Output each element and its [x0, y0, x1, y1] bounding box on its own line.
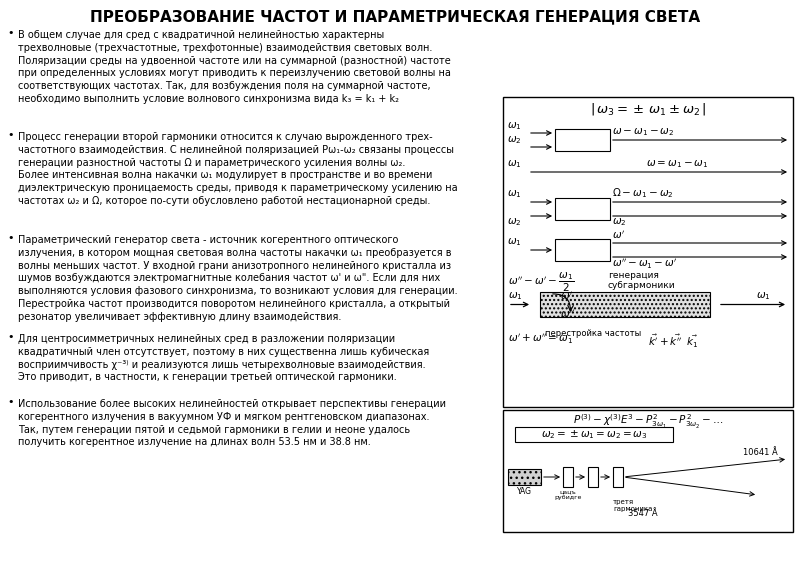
Text: $P^{(3)} - \chi^{(3)}E^3 - P^2_{3\omega_1} - P^2_{3\omega_2} - \ldots$: $P^{(3)} - \chi^{(3)}E^3 - P^2_{3\omega_…: [573, 413, 723, 431]
Text: $\omega_1$: $\omega_1$: [507, 237, 522, 248]
Text: 3547 Å: 3547 Å: [628, 509, 658, 518]
Text: $\Omega - \omega_1 - \omega_2$: $\Omega - \omega_1 - \omega_2$: [612, 186, 674, 200]
Bar: [555, 239, 610, 261]
Bar: [563, 467, 573, 487]
Text: $\omega_1$: $\omega_1$: [507, 158, 522, 170]
Text: $\omega'$: $\omega'$: [560, 289, 573, 301]
Bar: [540, 292, 710, 317]
Text: •: •: [7, 332, 14, 342]
Bar: [508, 469, 541, 485]
Text: $\omega_1$: $\omega_1$: [507, 188, 522, 200]
Text: Параметрический генератор света - источник когерентного оптического
излучения, в: Параметрический генератор света - источн…: [18, 235, 458, 322]
Text: $\omega - \omega_1 - \omega_2$: $\omega - \omega_1 - \omega_2$: [612, 126, 674, 138]
Text: •: •: [7, 130, 14, 140]
Text: Процесс генерации второй гармоники относится к случаю вырожденного трех-
частотн: Процесс генерации второй гармоники относ…: [18, 132, 458, 206]
Bar: [503, 97, 793, 407]
Text: •: •: [7, 28, 14, 38]
Text: 10641 Å: 10641 Å: [743, 448, 778, 457]
Text: Использование более высоких нелинейностей открывает перспективы генерации
когере: Использование более высоких нелинейносте…: [18, 399, 446, 447]
Text: $|\,\omega_3 = \pm\,\omega_1 \pm \omega_2\,|$: $|\,\omega_3 = \pm\,\omega_1 \pm \omega_…: [590, 101, 706, 117]
Text: третя
гармоника: третя гармоника: [613, 499, 652, 512]
Text: генерация
субгармоники: генерация субгармоники: [608, 271, 676, 291]
Text: $\omega_2$: $\omega_2$: [507, 134, 522, 146]
Text: $\omega'' - \omega_1 - \omega'$: $\omega'' - \omega_1 - \omega'$: [612, 257, 678, 271]
Bar: [515, 427, 673, 442]
Text: YAG: YAG: [517, 487, 532, 496]
Text: $\vec{k'} + \vec{k''} \;\; \vec{k_1}$: $\vec{k'} + \vec{k''} \;\; \vec{k_1}$: [648, 332, 698, 350]
Text: $\omega = \omega_1 - \omega_1$: $\omega = \omega_1 - \omega_1$: [646, 158, 709, 170]
Text: $\omega' + \omega'' = \omega_1$: $\omega' + \omega'' = \omega_1$: [508, 332, 573, 346]
Bar: [555, 198, 610, 220]
Text: цацъ
рубидге: цацъ рубидге: [554, 489, 582, 500]
Text: ПРЕОБРАЗОВАНИЕ ЧАСТОТ И ПАРАМЕТРИЧЕСКАЯ ГЕНЕРАЦИЯ СВЕТА: ПРЕОБРАЗОВАНИЕ ЧАСТОТ И ПАРАМЕТРИЧЕСКАЯ …: [90, 9, 700, 24]
Text: •: •: [7, 233, 14, 243]
Bar: [555, 129, 610, 151]
Text: $\omega_2$: $\omega_2$: [507, 216, 522, 228]
Text: $\omega_1$: $\omega_1$: [508, 291, 522, 302]
Text: $\omega''$: $\omega''$: [560, 307, 575, 320]
Bar: [613, 467, 623, 487]
Text: $\omega_1$: $\omega_1$: [507, 120, 522, 132]
Text: $\omega_1$: $\omega_1$: [756, 291, 771, 302]
Text: •: •: [7, 397, 14, 407]
Text: В общем случае для сред с квадратичной нелинейностью характерны
трехволновые (тр: В общем случае для сред с квадратичной н…: [18, 30, 451, 104]
Bar: [588, 467, 598, 487]
Polygon shape: [623, 453, 783, 483]
Text: $\omega'$: $\omega'$: [612, 229, 625, 241]
Text: $\omega_2$: $\omega_2$: [612, 216, 626, 228]
Bar: [503, 410, 793, 532]
Text: $\omega_2 = \pm\omega_1 = \omega_2 = \omega_3$: $\omega_2 = \pm\omega_1 = \omega_2 = \om…: [541, 428, 647, 441]
Text: $\omega'' - \omega' - \dfrac{\omega_1}{2}$: $\omega'' - \omega' - \dfrac{\omega_1}{2…: [508, 271, 574, 294]
Text: Для центросимметричных нелинейных сред в разложении поляризации
квадратичный чле: Для центросимметричных нелинейных сред в…: [18, 334, 430, 382]
Text: перестройка частоты: перестройка частоты: [545, 329, 642, 338]
